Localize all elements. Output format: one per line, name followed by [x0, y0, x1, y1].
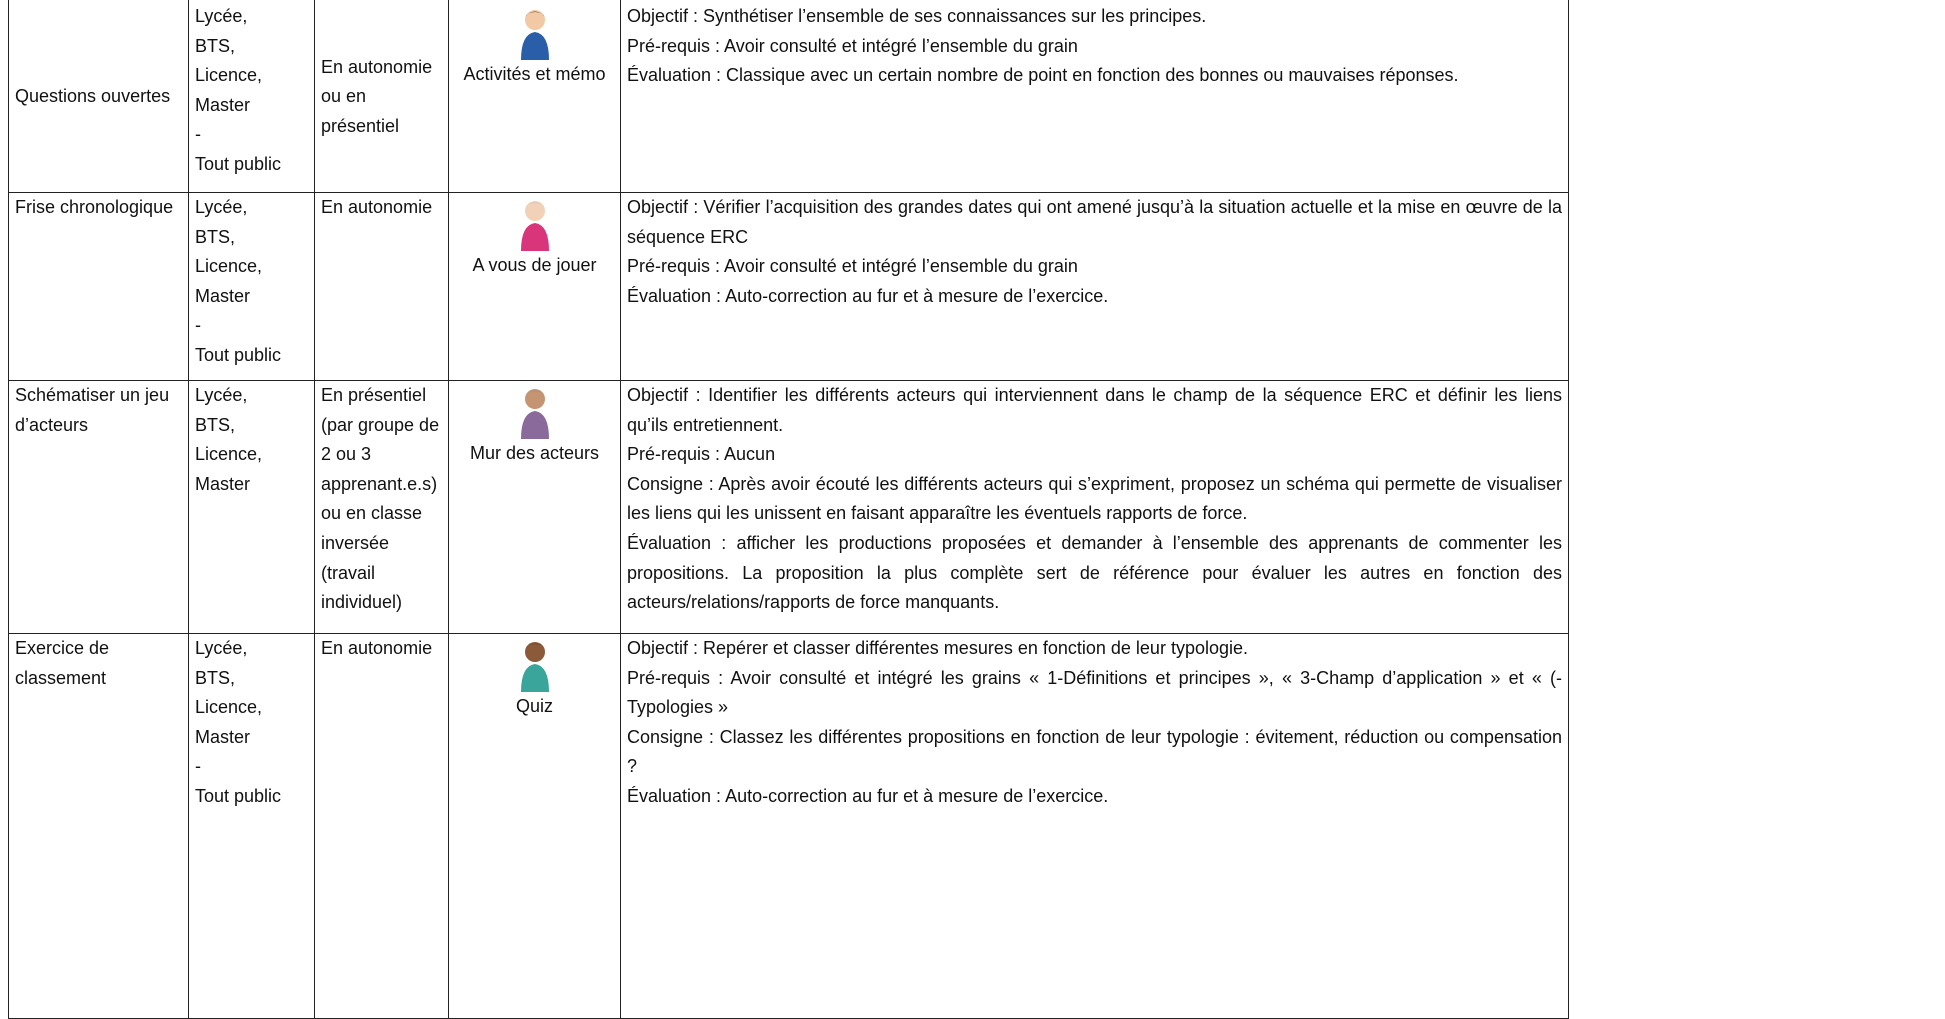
modality: En autonomie — [321, 638, 433, 658]
resource: Mur des acteurs — [469, 443, 600, 463]
character-icon — [520, 389, 549, 439]
activity-name: Schématiser un jeu d’acteurs — [15, 385, 170, 435]
character-icon — [520, 10, 549, 60]
table-cell: Activités et mémo — [448, 0, 621, 193]
icon-hair — [524, 202, 545, 208]
table-body: Questions ouvertes Lycée, BTS, Licence, Mast… — [8, 0, 1569, 1019]
activity-table: Questions ouvertes Lycée, BTS, Licence, Mast… — [8, 0, 1569, 1019]
description: Évaluation : Auto-correction au fur et à… — [627, 285, 1109, 306]
activity-name: Frise chronologique — [15, 197, 174, 217]
audience: Master — [195, 473, 251, 494]
audience: Lycée, — [195, 385, 248, 405]
resource: Quiz — [515, 696, 553, 716]
icon-head — [524, 389, 545, 409]
table-row: Frise chronologique Lycée, BTS, Licence, Mas… — [8, 192, 1569, 381]
table-cell: Lycée, BTS, Licence, Master - Tout public — [188, 0, 315, 193]
table-cell: Objectif : Repérer et classer différente… — [620, 633, 1569, 1019]
description: Objectif : Identifier les différents act… — [627, 385, 1562, 435]
character-icon — [520, 642, 549, 692]
table-cell: Objectif : Synthétiser l’ensemble de ses… — [620, 0, 1569, 193]
description: Objectif : Synthétiser l’ensemble de ses… — [627, 6, 1207, 26]
modality: En autonomie ou en présentiel — [321, 56, 433, 136]
audience: Tout public — [195, 344, 282, 365]
table-cell: Questions ouvertes — [8, 0, 189, 193]
table-cell: Schématiser un jeu d’acteurs — [8, 380, 189, 634]
activity-name: Exercice de classement — [15, 638, 110, 688]
table-row: Questions ouvertes Lycée, BTS, Licence, Mast… — [8, 0, 1569, 193]
audience: BTS, — [195, 667, 236, 688]
audience: BTS, — [195, 414, 236, 435]
icon-head — [524, 642, 545, 662]
icon-hair — [524, 11, 545, 17]
table-cell: En autonomie — [314, 633, 449, 1019]
table-cell: Lycée, BTS, Licence, Master - Tout public — [188, 192, 315, 381]
table-cell: En présentiel (par groupe de 2 ou 3 appr… — [314, 380, 449, 634]
table-cell: Frise chronologique — [8, 192, 189, 381]
icon-hair — [524, 643, 545, 649]
audience: BTS, — [195, 35, 236, 56]
icon-body — [520, 223, 549, 251]
audience: BTS, — [195, 226, 236, 247]
description: Pré-requis : Aucun — [627, 444, 776, 465]
description: Pré-requis : Avoir consulté et intégré l… — [627, 667, 1562, 718]
icon-body — [520, 32, 549, 60]
character-icon — [520, 201, 549, 251]
activity-name: Questions ouvertes — [15, 86, 171, 107]
table-row: Schématiser un jeu d’acteurs Lycée, BTS, Li… — [8, 380, 1569, 634]
table-cell: Lycée, BTS, Licence, Master - Tout public — [188, 633, 315, 1019]
audience: Licence, — [195, 444, 263, 465]
description: Consigne : Après avoir écouté les différ… — [627, 473, 1562, 524]
table-cell: En autonomie ou en présentiel — [314, 0, 449, 193]
audience: - — [195, 756, 201, 777]
audience: Master — [195, 94, 251, 115]
table-cell: Lycée, BTS, Licence, Master — [188, 380, 315, 634]
description: Objectif : Vérifier l’acquisition des gr… — [627, 197, 1562, 247]
audience: Licence, — [195, 65, 263, 86]
description: Pré-requis : Avoir consulté et intégré l… — [627, 35, 1078, 56]
icon-body — [520, 411, 549, 439]
table-cell: Objectif : Vérifier l’acquisition des gr… — [620, 192, 1569, 381]
description: Évaluation : Auto-correction au fur et à… — [627, 785, 1109, 806]
audience: Licence, — [195, 256, 263, 277]
audience: Lycée, — [195, 6, 248, 26]
audience: Lycée, — [195, 638, 248, 658]
icon-head — [524, 10, 545, 30]
table-cell: Mur des acteurs — [448, 380, 621, 634]
description: Évaluation : Classique avec un certain n… — [627, 65, 1459, 86]
modality: En autonomie — [321, 197, 433, 217]
icon-head — [524, 201, 545, 221]
audience: Lycée, — [195, 197, 248, 217]
table-row: Exercice de classement Lycée, BTS, Licence,… — [8, 633, 1569, 1019]
audience: Tout public — [195, 153, 282, 174]
table-cell: Exercice de classement — [8, 633, 189, 1019]
audience: Master — [195, 285, 251, 306]
description: Évaluation : afficher les productions pr… — [627, 532, 1562, 613]
table-cell: A vous de jouer — [448, 192, 621, 381]
audience: Master — [195, 726, 251, 747]
audience: - — [195, 315, 201, 336]
icon-body — [520, 664, 549, 692]
description: Consigne : Classez les différentes propo… — [627, 726, 1562, 777]
audience: Licence, — [195, 697, 263, 718]
description: Objectif : Repérer et classer différente… — [627, 638, 1248, 658]
audience: - — [195, 124, 201, 145]
resource: A vous de jouer — [472, 255, 597, 275]
table-cell: En autonomie — [314, 192, 449, 381]
description: Pré-requis : Avoir consulté et intégré l… — [627, 256, 1078, 277]
table-cell: Objectif : Identifier les différents act… — [620, 380, 1569, 634]
audience: Tout public — [195, 785, 282, 806]
icon-hair — [524, 390, 545, 396]
modality: En présentiel (par groupe de 2 ou 3 appr… — [321, 385, 440, 613]
resource: Activités et mémo — [463, 64, 606, 84]
table-cell: Quiz — [448, 633, 621, 1019]
